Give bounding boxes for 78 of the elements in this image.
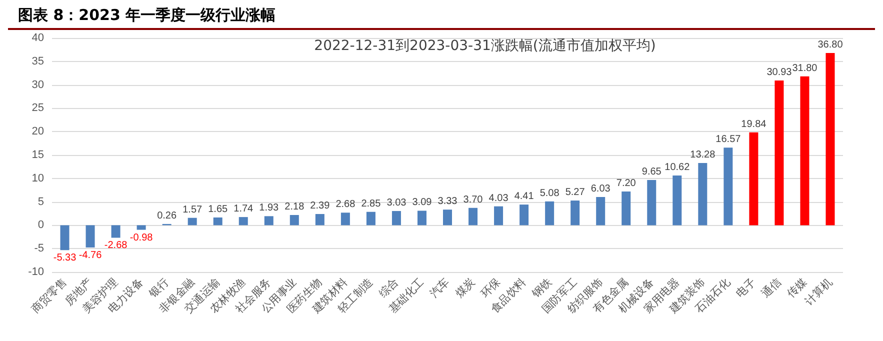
bar (111, 225, 120, 238)
data-label: 0.26 (157, 210, 177, 222)
data-label: 1.57 (182, 204, 203, 216)
data-label: 4.41 (514, 191, 534, 202)
y-tick-label: 40 (32, 32, 44, 44)
bar (443, 210, 452, 226)
y-tick-label: 30 (32, 78, 44, 91)
data-label: 4.03 (488, 192, 509, 204)
data-label: 2.85 (361, 198, 382, 210)
bar (622, 192, 631, 226)
data-label: 2.68 (336, 199, 356, 210)
bar (570, 200, 580, 226)
data-label: 10.62 (664, 162, 690, 173)
y-tick-label: 35 (32, 55, 44, 68)
data-label: -5.33 (53, 252, 77, 264)
data-label: 2.39 (310, 200, 330, 212)
bar (290, 215, 299, 226)
bar (749, 132, 758, 226)
y-tick-label: 10 (32, 172, 44, 184)
data-label: -0.98 (130, 232, 154, 244)
x-tick-label: 汽车 (427, 275, 452, 300)
y-tick-label: 25 (32, 102, 44, 114)
bar (417, 210, 426, 226)
data-label: 3.33 (438, 196, 458, 208)
bar (800, 76, 810, 226)
bar (774, 80, 784, 226)
bar (724, 148, 733, 226)
bar (520, 204, 529, 226)
y-tick-label: 20 (32, 126, 44, 138)
bar (672, 176, 682, 226)
bar (647, 180, 656, 226)
bar (392, 211, 401, 226)
data-label: 19.84 (741, 118, 767, 130)
data-label: 13.28 (690, 150, 716, 161)
data-label: -2.68 (104, 240, 128, 252)
data-label: -4.76 (78, 250, 102, 261)
y-tick-label: -5 (34, 242, 44, 255)
bar (596, 196, 606, 226)
bar (86, 225, 95, 248)
bar (545, 201, 554, 226)
bar (60, 225, 70, 250)
bar (238, 217, 248, 226)
data-label: 1.74 (234, 204, 254, 215)
bar (213, 217, 222, 226)
data-label: 3.70 (463, 194, 484, 206)
data-label: 7.20 (616, 178, 636, 190)
data-label: 16.57 (716, 134, 742, 146)
data-label: 36.80 (818, 39, 844, 50)
bar (136, 225, 146, 230)
y-tick-label: 15 (32, 149, 44, 161)
data-label: 31.80 (792, 62, 818, 74)
data-label: 9.65 (642, 166, 662, 178)
data-label: 1.93 (259, 202, 280, 214)
chart-title: 图表 8：2023 年一季度一级行业涨幅 (8, 0, 875, 30)
bar (264, 216, 274, 226)
data-label: 3.03 (386, 198, 407, 209)
y-tick-label: 5 (38, 196, 44, 208)
data-label: 3.09 (412, 197, 432, 208)
x-tick-label: 电子 (734, 275, 758, 300)
y-tick-label: -10 (28, 266, 44, 278)
bar (366, 212, 376, 226)
x-tick-label: 煤炭 (452, 275, 478, 300)
bar (468, 208, 478, 226)
data-label: 5.08 (540, 188, 560, 199)
chart-subtitle: 2022-12-31到2023-03-31涨跌幅(流通市值加权平均) (314, 38, 656, 54)
data-label: 30.93 (766, 66, 792, 78)
data-label: 2.18 (284, 202, 305, 212)
bar (315, 214, 324, 226)
x-tick-label: 通信 (759, 275, 784, 300)
y-tick-label: 0 (38, 219, 44, 232)
bar (340, 212, 350, 226)
bar (826, 52, 835, 226)
data-label: 6.03 (590, 183, 611, 194)
data-label: 1.65 (208, 204, 228, 215)
bar (698, 163, 708, 226)
data-label: 5.27 (565, 187, 586, 198)
bar (188, 218, 197, 226)
bar (494, 206, 504, 226)
